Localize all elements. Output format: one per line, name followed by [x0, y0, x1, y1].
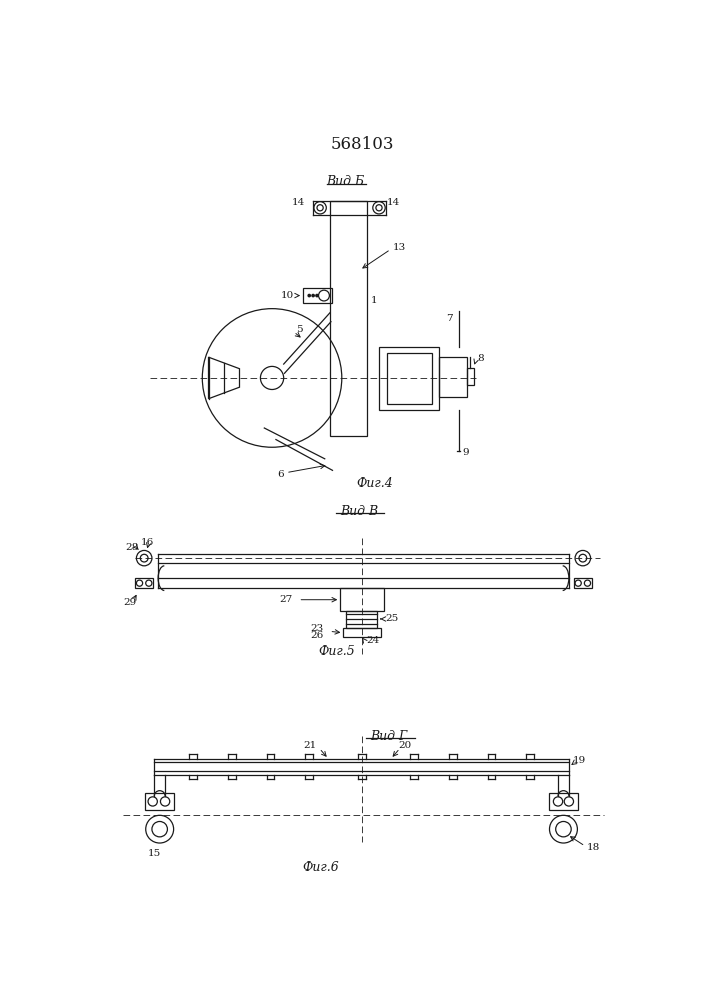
Text: 10: 10	[281, 291, 293, 300]
Bar	[387, 353, 432, 404]
Bar	[346, 611, 378, 628]
Text: Фиг.4: Фиг.4	[357, 477, 394, 490]
Text: 25: 25	[385, 614, 399, 623]
Text: 14: 14	[291, 198, 305, 207]
Text: 15: 15	[148, 849, 161, 858]
Bar	[573, 578, 592, 588]
Text: 23: 23	[310, 624, 323, 633]
Text: 16: 16	[141, 538, 154, 547]
Circle shape	[308, 294, 310, 297]
Text: 7: 7	[446, 314, 452, 323]
Bar	[145, 793, 175, 810]
Text: 27: 27	[279, 595, 292, 604]
Bar	[340, 588, 384, 611]
Text: Вид Б: Вид Б	[327, 175, 365, 188]
Circle shape	[316, 294, 318, 297]
Text: 20: 20	[398, 741, 411, 750]
Bar	[549, 793, 578, 810]
Text: 5: 5	[296, 325, 303, 334]
Bar	[379, 347, 440, 410]
Text: 9: 9	[462, 448, 469, 457]
Bar	[467, 368, 474, 385]
Text: 6: 6	[277, 470, 284, 479]
Text: 18: 18	[587, 843, 600, 852]
Bar	[330, 201, 368, 436]
Text: 568103: 568103	[330, 136, 394, 153]
Text: Фиг.5: Фиг.5	[318, 645, 355, 658]
Text: 13: 13	[393, 243, 407, 252]
Text: 8: 8	[477, 354, 484, 363]
Text: 26: 26	[310, 631, 323, 640]
Bar	[344, 628, 380, 637]
Text: Фиг.6: Фиг.6	[303, 861, 339, 874]
Text: 29: 29	[123, 598, 136, 607]
Text: Вид В: Вид В	[341, 505, 379, 518]
Text: 19: 19	[573, 756, 586, 765]
Text: 21: 21	[304, 741, 317, 750]
Text: 1: 1	[371, 296, 378, 305]
Text: 24: 24	[366, 636, 379, 645]
Bar	[303, 288, 332, 303]
Bar	[440, 357, 467, 397]
Text: 14: 14	[387, 198, 400, 207]
Bar	[135, 578, 153, 588]
Text: Вид Г: Вид Г	[370, 730, 408, 742]
Circle shape	[312, 294, 315, 297]
Text: 28: 28	[126, 543, 139, 552]
